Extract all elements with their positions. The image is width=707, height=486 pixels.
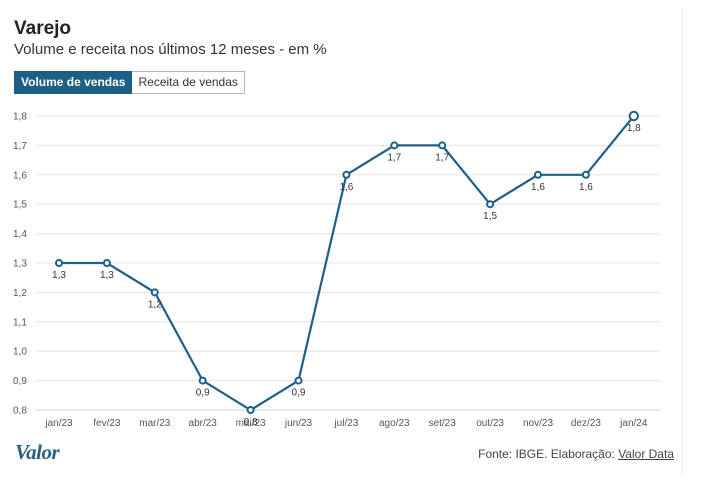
data-point [438, 141, 447, 150]
source-text: Fonte: IBGE. Elaboração: [478, 447, 619, 461]
chart-subtitle: Volume e receita nos últimos 12 meses - … [14, 41, 327, 58]
x-tick-label: mai/23 [236, 418, 266, 429]
x-tick-label: abr/23 [189, 418, 218, 429]
y-tick-label: 1,1 [13, 317, 27, 328]
y-tick-label: 0,8 [13, 406, 27, 417]
y-tick-label: 1,5 [13, 200, 27, 211]
data-point [581, 170, 590, 179]
data-point [294, 376, 303, 385]
data-point [628, 110, 639, 122]
x-tick-label: fev/23 [93, 418, 121, 429]
x-tick-label: jun/23 [284, 418, 313, 429]
x-tick-label: jan/24 [619, 418, 648, 429]
x-tick-label: nov/23 [523, 418, 553, 429]
data-label: 1,3 [52, 270, 66, 281]
data-point [55, 259, 63, 267]
data-label: 1,2 [148, 299, 162, 310]
x-tick-label: out/23 [476, 418, 504, 429]
valor-logo: Valor [15, 440, 60, 464]
data-label: 0,9 [196, 388, 210, 399]
panel-border [682, 10, 683, 475]
data-label: 1,3 [100, 270, 114, 281]
x-tick-label: jan/23 [44, 418, 73, 429]
y-tick-label: 1,4 [13, 229, 27, 240]
tab-receita-de-vendas[interactable]: Receita de vendas [132, 71, 245, 94]
data-label: 0,8 [244, 417, 258, 428]
tab-volume-de-vendas[interactable]: Volume de vendas [14, 71, 133, 94]
y-tick-label: 1,7 [13, 141, 27, 152]
data-point [390, 141, 399, 150]
tab-group: Volume de vendas Receita de vendas [14, 71, 245, 94]
data-point [198, 376, 207, 385]
data-point [150, 288, 159, 297]
y-tick-label: 1,6 [13, 170, 27, 181]
data-point [342, 170, 351, 179]
data-label: 1,6 [579, 182, 593, 193]
y-tick-label: 0,9 [13, 376, 27, 387]
data-label: 0,9 [292, 388, 306, 399]
source-note: Fonte: IBGE. Elaboração: Valor Data [478, 447, 674, 461]
x-tick-label: ago/23 [379, 418, 410, 429]
x-tick-label: set/23 [429, 418, 457, 429]
data-point [102, 259, 111, 267]
valor-data-link[interactable]: Valor Data [618, 447, 674, 461]
data-label: 1,7 [435, 152, 449, 163]
data-label: 1,6 [531, 182, 545, 193]
chart-title: Varejo [14, 18, 72, 39]
data-label: 1,8 [627, 123, 641, 134]
data-point [246, 406, 255, 414]
data-point [486, 200, 495, 209]
y-tick-label: 1,2 [13, 288, 27, 299]
x-tick-label: mar/23 [139, 418, 171, 429]
data-label: 1,6 [339, 182, 353, 193]
y-tick-label: 1,0 [13, 347, 27, 358]
x-tick-label: jul/23 [333, 418, 358, 429]
data-label: 1,7 [387, 152, 401, 163]
data-label: 1,5 [483, 211, 497, 222]
y-tick-label: 1,3 [13, 259, 27, 270]
y-tick-label: 1,8 [13, 112, 27, 123]
x-tick-label: dez/23 [571, 418, 601, 429]
data-point [534, 170, 542, 179]
